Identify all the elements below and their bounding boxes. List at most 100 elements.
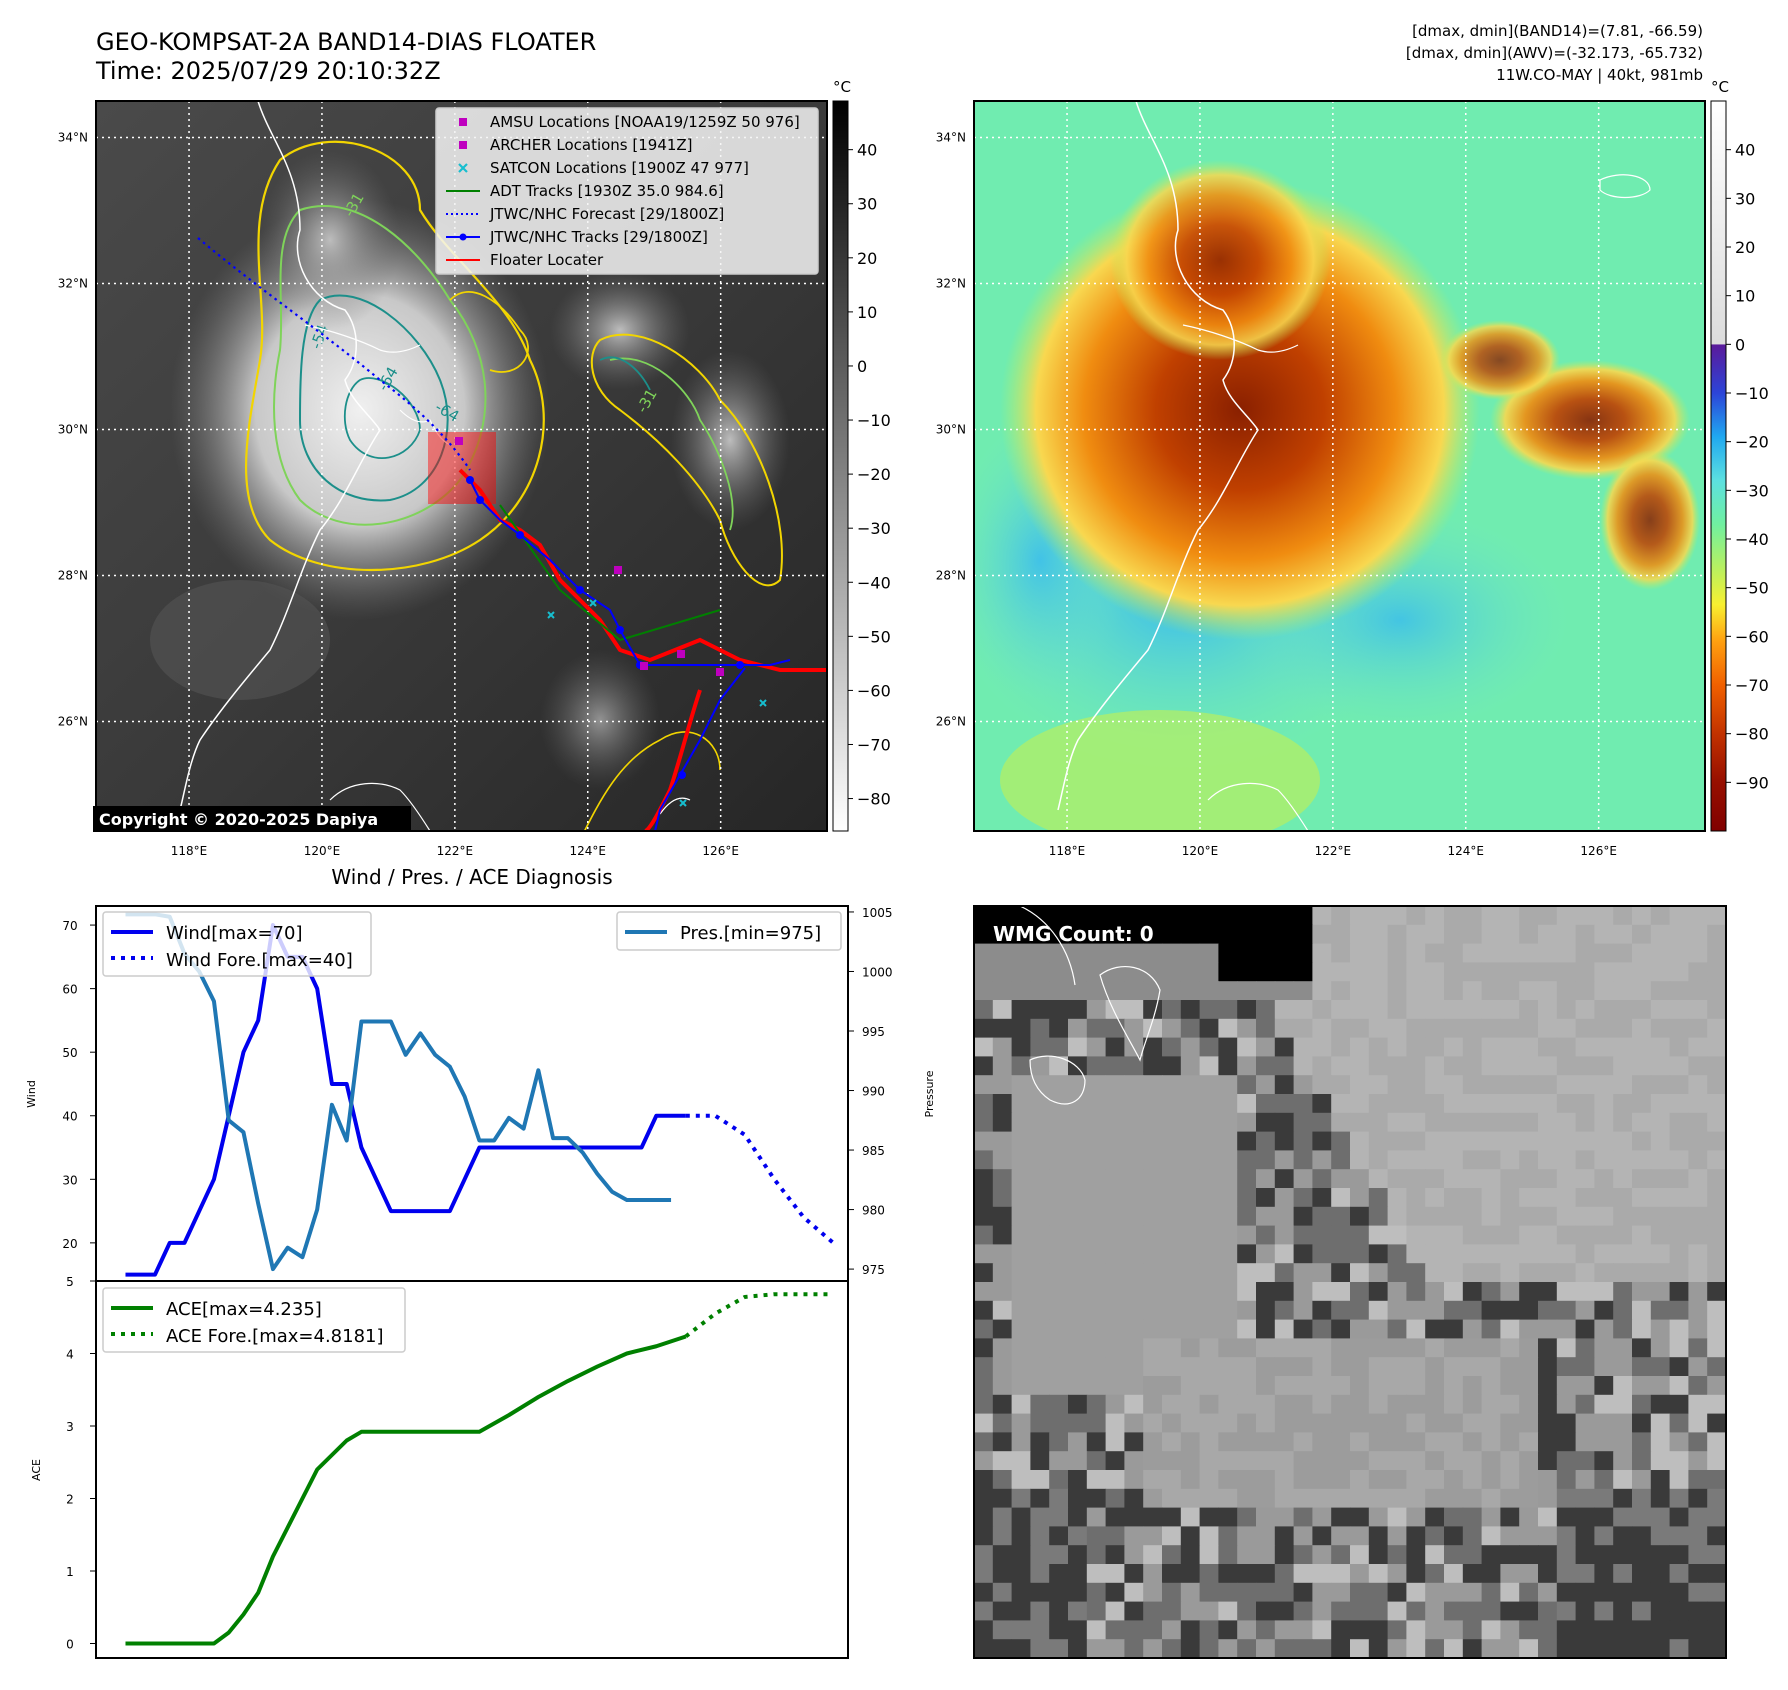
- wmg-cell: [1143, 1000, 1163, 1020]
- wmg-cell: [1650, 1582, 1671, 1603]
- wmg-cell: [1274, 1131, 1295, 1151]
- wmg-cell: [1105, 1451, 1125, 1471]
- wmg-cell: [1650, 906, 1671, 926]
- ir-map-frame: [95, 100, 828, 832]
- wmg-cell: [1068, 1488, 1088, 1509]
- info-band14: [dmax, dmin](BAND14)=(7.81, -66.59): [1412, 22, 1703, 40]
- wmg-cell: [1688, 1282, 1708, 1302]
- wmg-cell: [1519, 906, 1539, 926]
- wmg-cell: [1538, 1620, 1558, 1640]
- ace-tick-label: 1: [66, 1565, 74, 1579]
- wmg-cell: [1594, 1376, 1614, 1396]
- wmg-cell: [1218, 1488, 1238, 1509]
- wmg-cell: [1669, 1394, 1689, 1415]
- wmg-cell: [1274, 1451, 1295, 1471]
- wmg-cell: [1199, 1432, 1219, 1452]
- wmg-cell: [1293, 1639, 1313, 1658]
- wmg-cell: [1312, 1300, 1332, 1321]
- wmg-cell: [1293, 1206, 1313, 1227]
- wmg-cell: [1199, 962, 1219, 982]
- wmg-cell: [1274, 1432, 1295, 1452]
- wmg-cell: [1500, 1056, 1520, 1076]
- wmg-cell: [1068, 1112, 1088, 1133]
- wmg-cell: [1613, 1394, 1633, 1415]
- wmg-cell: [1669, 1263, 1689, 1283]
- wmg-cell: [1068, 1225, 1088, 1245]
- wmg-cell: [1444, 1282, 1464, 1302]
- wmg-cell: [1331, 1188, 1351, 1208]
- wmg-cell: [1406, 1225, 1426, 1245]
- wmg-cell: [1669, 1188, 1689, 1208]
- wmg-cell: [1350, 1206, 1370, 1227]
- wmg-cell: [1049, 1000, 1069, 1020]
- pressure-tick-label: 1005: [862, 906, 893, 920]
- wmg-cell: [1707, 981, 1726, 1001]
- wmg-cell: [1594, 1169, 1614, 1189]
- wmg-cell: [1500, 1244, 1520, 1264]
- wmg-cell: [1237, 1470, 1257, 1490]
- wmg-cell: [1613, 1413, 1633, 1433]
- wmg-cell: [1124, 1263, 1144, 1283]
- wmg-cell: [1237, 981, 1257, 1001]
- wmg-cell: [1293, 1263, 1313, 1283]
- wmg-cell: [1068, 1094, 1088, 1114]
- wmg-cell: [1688, 1188, 1708, 1208]
- wmg-cell: [1688, 1037, 1708, 1057]
- wmg-cell: [1462, 1582, 1483, 1603]
- wmg-cell: [1669, 924, 1689, 945]
- wmg-cell: [974, 1206, 994, 1227]
- contour-inner: [298, 294, 449, 502]
- colorbar-tick-label: 10: [1735, 287, 1755, 306]
- wmg-cell: [1124, 943, 1144, 963]
- wmg-cell: [1256, 1394, 1276, 1415]
- wmg-cell: [1387, 1639, 1407, 1658]
- wmg-cell: [1331, 981, 1351, 1001]
- wmg-cell: [1068, 1545, 1088, 1565]
- wmg-cell: [1368, 1131, 1389, 1151]
- wmg-cell: [1669, 981, 1689, 1001]
- wmg-cell: [1312, 924, 1332, 945]
- wmg-cell: [1707, 1112, 1726, 1133]
- wmg-cell: [1669, 1451, 1689, 1471]
- wmg-cell: [1669, 943, 1689, 963]
- colorbar-tick-label: 40: [1735, 141, 1755, 160]
- wmg-cell: [1688, 1263, 1708, 1283]
- wmg-cell: [1105, 1112, 1125, 1133]
- wmg-cell: [1538, 1300, 1558, 1321]
- wmg-cell: [1613, 1601, 1633, 1621]
- wmg-cell: [1312, 1639, 1332, 1658]
- wmg-cell: [1462, 1169, 1483, 1189]
- wmg-cell: [1086, 1225, 1107, 1245]
- wmg-cell: [1481, 1131, 1501, 1151]
- wmg-cell: [1669, 1131, 1689, 1151]
- wmg-cell: [1331, 1094, 1351, 1114]
- wmg-cell: [1011, 1526, 1031, 1546]
- wmg-cell: [974, 1037, 994, 1057]
- wmg-cell: [1650, 962, 1671, 982]
- wmg-cell: [1387, 1526, 1407, 1546]
- wmg-cell: [1462, 1000, 1483, 1020]
- wmg-cell: [1011, 1282, 1031, 1302]
- pressure-tick-label: 995: [862, 1025, 885, 1039]
- wmg-cell: [1143, 1394, 1163, 1415]
- wmg-cell: [1105, 906, 1125, 926]
- wmg-cell: [1669, 1282, 1689, 1302]
- wmg-cell: [974, 1112, 994, 1133]
- wmg-cell: [1180, 1376, 1201, 1396]
- wmg-cell: [1444, 943, 1464, 963]
- wmg-cell: [1575, 1601, 1595, 1621]
- wmg-cell: [1312, 906, 1332, 926]
- wmg-cell: [1688, 1056, 1708, 1076]
- colorbar-tick-label: −10: [857, 411, 891, 430]
- wmg-cell: [1538, 1451, 1558, 1471]
- wmg-cell: [1650, 1188, 1671, 1208]
- wmg-cell: [1519, 1451, 1539, 1471]
- wmg-cell: [1406, 1357, 1426, 1377]
- wmg-cell: [1293, 962, 1313, 982]
- wmg-cell: [1425, 1131, 1445, 1151]
- wmg-cell: [1237, 1169, 1257, 1189]
- wmg-cell: [1105, 1601, 1125, 1621]
- wmg-cell: [1406, 1639, 1426, 1658]
- wmg-cell: [1030, 1112, 1050, 1133]
- lon-tick-label: 120°E: [304, 844, 341, 858]
